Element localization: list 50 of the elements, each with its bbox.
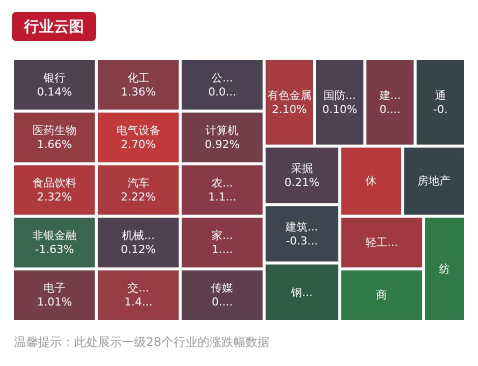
data-label: 1.1...	[208, 190, 236, 204]
category-label: 商	[376, 288, 388, 302]
category-label: 电气设备	[116, 124, 160, 137]
data-label: -0.	[433, 102, 448, 116]
data-label: 0.12%	[120, 243, 156, 256]
category-label: 钢...	[290, 286, 313, 299]
data-label: -1.63%	[34, 243, 74, 256]
data-label: 0.10%	[322, 102, 358, 116]
data-label: 1.66%	[36, 138, 72, 151]
category-label: 农...	[211, 176, 233, 190]
category-label: 采掘	[290, 162, 313, 175]
data-label: 1....	[212, 243, 233, 256]
category-label: 有色金属	[267, 88, 312, 102]
category-label: 国防...	[323, 88, 356, 102]
text: 温馨提示：此处展示一级28个行业的涨跌幅数据	[14, 335, 270, 349]
category-label: 食品饮料	[32, 176, 76, 190]
category-label: 交...	[128, 282, 150, 295]
category-label: 建筑...	[284, 220, 318, 234]
text: 行业云图	[23, 18, 84, 36]
category-label: 传媒	[211, 282, 234, 295]
category-label: 化工	[127, 71, 150, 84]
category-label: 汽车	[127, 176, 150, 190]
data-label: 1.4...	[124, 296, 152, 309]
category-label: 银行	[42, 71, 66, 84]
category-label: 机械...	[122, 229, 155, 242]
data-label: 2.32%	[36, 190, 72, 204]
data-label: 2.10%	[272, 102, 307, 116]
category-label: 轻工...	[365, 236, 398, 250]
data-label: -0.3...	[286, 234, 318, 248]
data-label: 0.14%	[36, 85, 72, 98]
category-label: 建...	[378, 88, 401, 102]
category-label: 通	[434, 88, 446, 102]
category-label: 休	[366, 174, 377, 188]
data-label: 0.21%	[284, 176, 320, 189]
data-label: 2.70%	[120, 138, 156, 151]
category-label: 纺	[439, 262, 450, 276]
category-label: 医药生物	[32, 124, 76, 137]
category-label: 家...	[211, 229, 233, 242]
data-label: 0....	[380, 102, 400, 116]
data-label: 1.01%	[36, 296, 72, 309]
data-label: 0.92%	[204, 138, 240, 151]
category-label: 公...	[211, 71, 233, 84]
category-label: 计算机	[206, 124, 239, 137]
category-label: 房地产	[418, 174, 451, 188]
data-label: 2.22%	[120, 190, 156, 204]
category-label: 非银金融	[32, 229, 76, 242]
category-label: 电子	[43, 282, 66, 295]
data-label: 0.0...	[208, 85, 236, 98]
data-label: 0....	[212, 296, 233, 309]
data-label: 1.36%	[120, 85, 156, 98]
